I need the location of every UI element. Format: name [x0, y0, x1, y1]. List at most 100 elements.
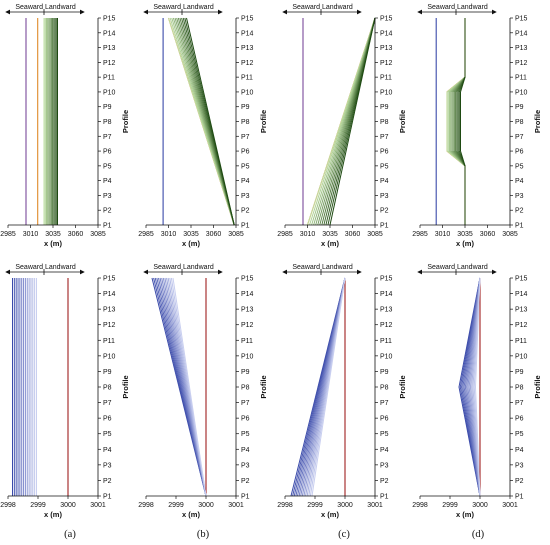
profile-axis-label: Profile [398, 110, 407, 133]
y-tick-label: P5 [103, 163, 112, 170]
y-tick-label: P14 [515, 30, 528, 37]
x-tick-label: 3085 [502, 231, 518, 238]
y-tick-label: P3 [103, 193, 112, 200]
x-axis-label: x (m) [456, 510, 474, 519]
x-tick-label: 3001 [502, 502, 518, 509]
x-axis-label: x (m) [321, 239, 339, 248]
y-tick-label: P1 [515, 223, 524, 230]
x-tick-label: 2985 [277, 231, 293, 238]
y-tick-label: P4 [241, 447, 250, 454]
x-tick-label: 3060 [345, 231, 361, 238]
y-tick-label: P12 [103, 60, 116, 67]
y-tick-label: P15 [515, 276, 528, 283]
chart-panel: P1 P2 P3 P4 P5 P6 P7 P8 P9 P10 P11 P12 P13 P14 P15 Prof… [0, 264, 130, 519]
y-tick-label: P3 [241, 193, 250, 200]
y-tick-label: P7 [241, 400, 250, 407]
y-tick-label: P10 [241, 353, 254, 360]
green-series-line [460, 18, 466, 225]
x-axis-label: x (m) [321, 510, 339, 519]
x-tick-label: 3010 [300, 231, 316, 238]
y-tick-label: P14 [103, 30, 116, 37]
x-axis-label: x (m) [182, 510, 200, 519]
y-tick-label: P8 [241, 385, 250, 392]
x-tick-label: 2999 [442, 502, 458, 509]
y-tick-label: P1 [380, 223, 389, 230]
y-tick-label: P10 [103, 353, 116, 360]
x-tick-label: 3010 [23, 231, 39, 238]
y-tick-label: P15 [241, 276, 254, 283]
seaward-label: Seaward [292, 264, 320, 271]
panel-label-d: (d) [472, 529, 485, 540]
y-tick-label: P8 [241, 119, 250, 126]
profile-axis-label: Profile [398, 375, 407, 398]
landward-label: Landward [457, 4, 488, 11]
profile-axis-label: Profile [121, 375, 130, 398]
y-tick-label: P11 [103, 75, 115, 82]
x-tick-label: 3000 [60, 502, 76, 509]
y-tick-label: P13 [380, 307, 393, 314]
chart-panel: P1 P2 P3 P4 P5 P6 P7 P8 P9 P10 P11 P12 P13 P14 P15 Prof… [277, 264, 407, 519]
y-tick-label: P4 [103, 178, 112, 185]
y-tick-label: P15 [103, 16, 116, 23]
y-tick-label: P7 [103, 400, 112, 407]
x-tick-label: 3035 [183, 231, 199, 238]
y-tick-label: P3 [380, 193, 389, 200]
blue-series-line [172, 277, 207, 497]
x-tick-label: 3060 [480, 231, 496, 238]
landward-label: Landward [45, 4, 76, 11]
y-tick-label: P10 [380, 89, 393, 96]
y-tick-label: P12 [515, 322, 528, 329]
y-tick-label: P7 [515, 400, 524, 407]
x-tick-label: 3035 [45, 231, 61, 238]
profile-axis-label: Profile [121, 110, 130, 133]
profile-axis-label: Profile [533, 110, 542, 133]
seaward-label: Seaward [153, 264, 181, 271]
y-tick-label: P3 [241, 462, 250, 469]
x-axis-label: x (m) [44, 239, 62, 248]
y-tick-label: P9 [103, 369, 112, 376]
y-tick-label: P1 [103, 223, 112, 230]
y-tick-label: P9 [103, 104, 112, 111]
x-tick-label: 2999 [168, 502, 184, 509]
y-tick-label: P15 [515, 16, 528, 23]
green-series-line [329, 17, 376, 226]
y-tick-label: P2 [103, 208, 112, 215]
y-tick-label: P6 [103, 149, 112, 156]
x-tick-label: 2985 [0, 231, 16, 238]
y-tick-label: P4 [515, 447, 524, 454]
y-tick-label: P13 [241, 45, 254, 52]
x-axis-label: x (m) [182, 239, 200, 248]
y-tick-label: P5 [380, 431, 389, 438]
landward-label: Landward [322, 4, 353, 11]
y-tick-label: P6 [515, 416, 524, 423]
x-tick-label: 3060 [68, 231, 84, 238]
y-tick-label: P6 [241, 416, 250, 423]
y-tick-label: P15 [241, 16, 254, 23]
y-tick-label: P15 [103, 276, 116, 283]
y-tick-label: P1 [103, 494, 112, 501]
y-tick-label: P12 [241, 322, 254, 329]
x-tick-label: 3035 [322, 231, 338, 238]
y-tick-label: P4 [103, 447, 112, 454]
x-tick-label: 3010 [161, 231, 177, 238]
y-tick-label: P1 [241, 494, 250, 501]
y-tick-label: P11 [380, 338, 392, 345]
chart-panel: P1 P2 P3 P4 P5 P6 P7 P8 P9 P10 P11 P12 P13 P14 P15 Prof… [0, 4, 130, 248]
green-series-line [186, 17, 235, 226]
y-tick-label: P14 [241, 30, 254, 37]
x-tick-label: 2985 [138, 231, 154, 238]
y-tick-label: P11 [515, 338, 527, 345]
y-tick-label: P3 [515, 462, 524, 469]
y-tick-label: P7 [380, 400, 389, 407]
profile-axis-label: Profile [533, 375, 542, 398]
landward-label: Landward [183, 264, 214, 271]
y-tick-label: P13 [241, 307, 254, 314]
y-tick-label: P15 [380, 16, 393, 23]
landward-label: Landward [322, 264, 353, 271]
chart-panel: P1 P2 P3 P4 P5 P6 P7 P8 P9 P10 P11 P12 P13 P14 P15 Prof… [277, 4, 407, 248]
y-tick-label: P11 [241, 338, 253, 345]
x-tick-label: 3085 [228, 231, 244, 238]
y-tick-label: P11 [515, 75, 527, 82]
y-tick-label: P5 [241, 431, 250, 438]
